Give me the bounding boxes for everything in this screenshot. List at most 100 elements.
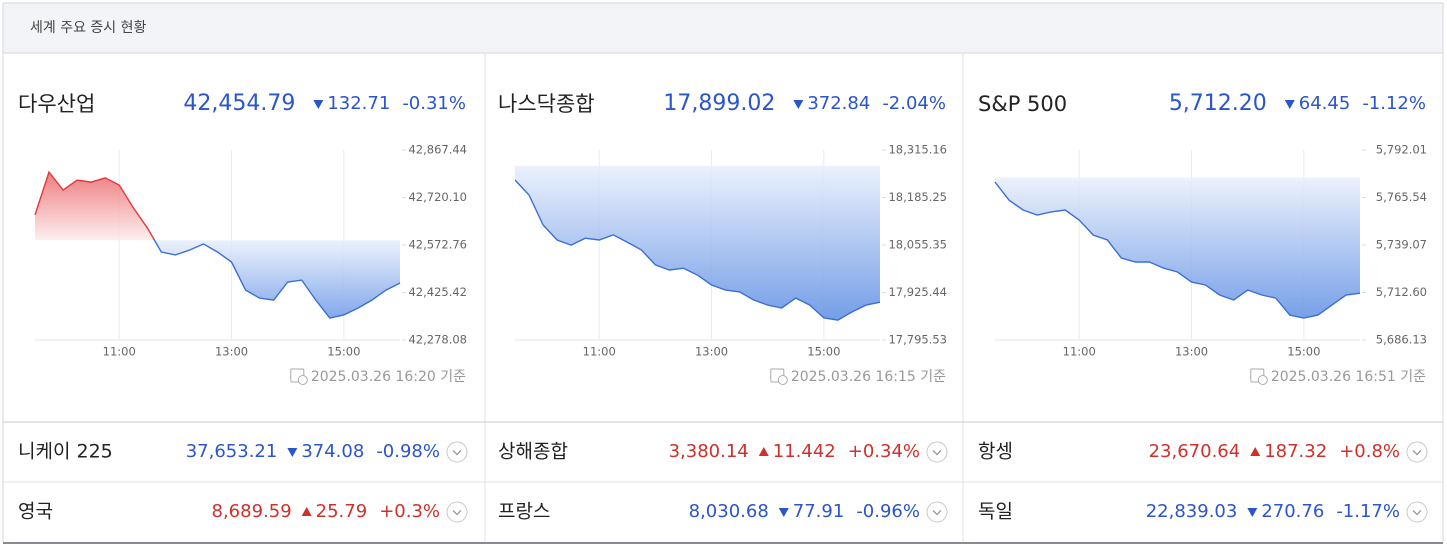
header-title: 세계 주요 증시 현황 xyxy=(30,20,147,36)
y-tick-label: 5,686.13 xyxy=(1376,333,1427,347)
direction-arrow xyxy=(758,447,769,456)
timestamp-suffix: 기준 xyxy=(1400,369,1426,385)
index-name: 독일 xyxy=(978,501,1013,523)
index-name: 상해종합 xyxy=(498,441,568,463)
timestamp-suffix: 기준 xyxy=(440,369,466,385)
change-amount: 187.32 xyxy=(1264,441,1327,462)
change-percent: -0.31% xyxy=(402,93,466,114)
direction-arrow xyxy=(1284,100,1295,109)
price: 8,689.59 xyxy=(212,501,292,522)
y-tick-label: 5,739.07 xyxy=(1376,238,1427,252)
price: 22,839.03 xyxy=(1146,501,1238,522)
y-tick-label: 42,278.08 xyxy=(408,333,467,347)
x-tick-label: 15:00 xyxy=(807,345,840,359)
y-tick-label: 17,925.44 xyxy=(888,285,947,299)
index-name: 프랑스 xyxy=(498,501,550,523)
index-name: 나스닥종합 xyxy=(498,92,595,116)
expand-button[interactable] xyxy=(1406,441,1428,463)
change-percent: +0.8% xyxy=(1339,441,1400,462)
price: 23,670.64 xyxy=(1149,441,1241,462)
index-name: 영국 xyxy=(18,501,53,523)
expand-button[interactable] xyxy=(446,441,468,463)
expand-chevron xyxy=(452,510,462,516)
clock-icon xyxy=(777,375,788,385)
change-percent: -1.17% xyxy=(1336,501,1400,522)
change-amount: 25.79 xyxy=(316,501,368,522)
change-percent: -1.12% xyxy=(1362,93,1426,114)
expand-button[interactable] xyxy=(926,501,948,523)
direction-arrow xyxy=(1250,447,1261,456)
change-amount: 77.91 xyxy=(793,501,845,522)
index-name: 니케이 225 xyxy=(18,441,113,463)
expand-chevron xyxy=(452,450,462,456)
area-fill xyxy=(35,172,400,319)
x-tick-label: 11:00 xyxy=(583,345,616,359)
expand-button[interactable] xyxy=(926,441,948,463)
index-name: 다우산업 xyxy=(18,92,95,116)
index-name: 항셍 xyxy=(978,441,1013,463)
y-tick-label: 42,572.76 xyxy=(408,238,467,252)
x-tick-label: 13:00 xyxy=(215,345,248,359)
direction-arrow xyxy=(287,448,298,457)
y-tick-label: 5,765.54 xyxy=(1376,190,1427,204)
change-percent: -2.04% xyxy=(882,93,946,114)
change-amount: 372.84 xyxy=(807,93,870,114)
y-tick-label: 18,185.25 xyxy=(888,190,947,204)
price-line xyxy=(994,181,1361,319)
y-tick-label: 18,315.16 xyxy=(888,143,947,157)
direction-arrow xyxy=(1247,508,1258,517)
direction-arrow xyxy=(301,507,312,516)
expand-chevron xyxy=(932,450,942,456)
timestamp-time: 2025.03.26 16:51 xyxy=(1271,369,1396,385)
price: 37,653.21 xyxy=(186,441,278,462)
change-percent: +0.34% xyxy=(848,441,920,462)
x-tick-label: 11:00 xyxy=(1063,345,1096,359)
x-tick-label: 15:00 xyxy=(327,345,360,359)
area-fill xyxy=(995,177,1360,318)
x-tick-label: 13:00 xyxy=(1175,345,1208,359)
y-tick-label: 18,055.35 xyxy=(888,237,947,251)
clock-icon xyxy=(297,375,308,385)
expand-chevron xyxy=(1412,510,1422,516)
price: 3,380.14 xyxy=(669,441,749,462)
change-amount: 270.76 xyxy=(1261,501,1324,522)
timestamp: 2025.03.26 16:15 기준 xyxy=(791,369,946,385)
change-percent: -0.96% xyxy=(856,501,920,522)
price: 42,454.79 xyxy=(183,91,295,116)
direction-arrow xyxy=(778,508,789,517)
x-tick-label: 11:00 xyxy=(103,345,136,359)
index-name: S&P 500 xyxy=(978,92,1067,116)
change-percent: -0.98% xyxy=(376,441,440,462)
price: 5,712.20 xyxy=(1169,91,1267,116)
direction-arrow xyxy=(313,100,324,109)
y-tick-label: 42,867.44 xyxy=(408,143,467,157)
y-tick-label: 5,712.60 xyxy=(1376,285,1427,299)
timestamp-suffix: 기준 xyxy=(920,369,946,385)
timestamp-time: 2025.03.26 16:20 xyxy=(311,369,436,385)
price-line xyxy=(514,179,881,321)
price-line xyxy=(34,170,401,319)
price: 8,030.68 xyxy=(689,501,769,522)
header-bar xyxy=(2,2,1444,54)
y-tick-label: 17,795.53 xyxy=(888,333,947,347)
expand-chevron xyxy=(1412,450,1422,456)
x-tick-label: 15:00 xyxy=(1287,345,1320,359)
expand-chevron xyxy=(932,510,942,516)
direction-arrow xyxy=(793,100,804,109)
area-fill xyxy=(515,165,880,321)
x-tick-label: 13:00 xyxy=(695,345,728,359)
y-tick-label: 42,720.10 xyxy=(408,190,467,204)
change-amount: 64.45 xyxy=(1299,93,1351,114)
change-percent: +0.3% xyxy=(379,501,440,522)
y-tick-label: 42,425.42 xyxy=(408,285,467,299)
y-tick-label: 5,792.01 xyxy=(1376,143,1427,157)
expand-button[interactable] xyxy=(446,501,468,523)
price: 17,899.02 xyxy=(663,91,775,116)
change-amount: 132.71 xyxy=(327,93,390,114)
change-amount: 11.442 xyxy=(773,441,836,462)
clock-icon xyxy=(1257,375,1268,385)
timestamp: 2025.03.26 16:51 기준 xyxy=(1271,369,1426,385)
expand-button[interactable] xyxy=(1406,501,1428,523)
change-amount: 374.08 xyxy=(301,441,364,462)
